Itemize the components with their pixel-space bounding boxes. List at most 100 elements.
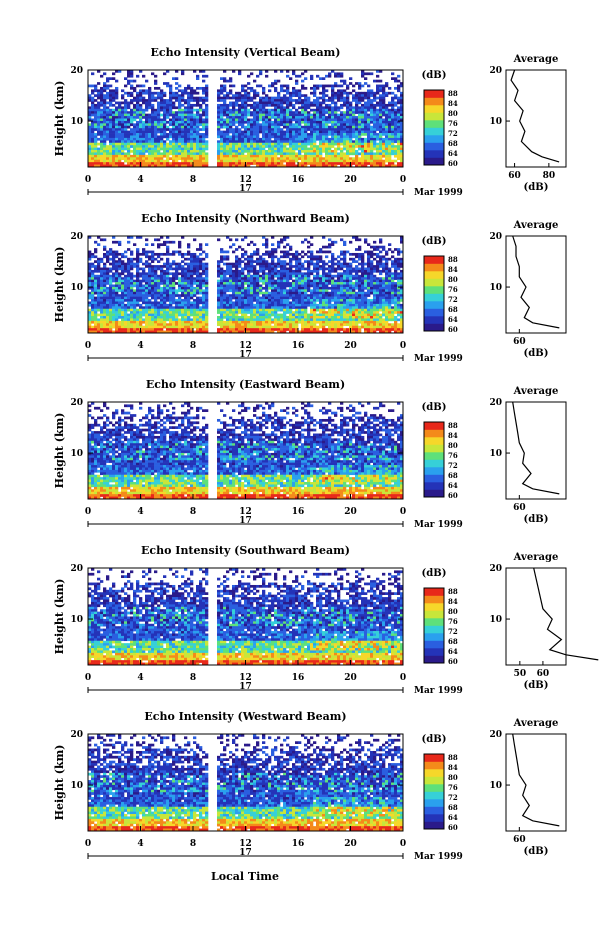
heatmap-cell: [178, 301, 182, 305]
heatmap-cell: [292, 123, 296, 127]
heatmap-cell: [400, 123, 404, 127]
heatmap-cell: [358, 140, 362, 144]
heatmap-cell: [142, 250, 146, 254]
heatmap-cell: [388, 118, 392, 122]
heatmap-cell: [289, 154, 293, 158]
heatmap-cell: [388, 101, 392, 105]
heatmap-cell: [124, 147, 128, 151]
heatmap-cell: [115, 152, 119, 156]
heatmap-cell: [253, 282, 257, 285]
heatmap-cell: [202, 313, 206, 317]
heatmap-cell: [238, 106, 242, 110]
heatmap-cell: [259, 274, 263, 278]
heatmap-cell: [253, 308, 257, 312]
average-x-tick-label: 60: [508, 171, 521, 181]
heatmap-cell: [148, 303, 152, 307]
heatmap-cell: [271, 123, 275, 127]
heatmap-cell: [133, 157, 137, 161]
heatmap-cell: [337, 74, 341, 78]
colorbar-tick-label: 68: [448, 139, 458, 148]
heatmap-cell: [196, 96, 200, 100]
heatmap-cell: [136, 255, 140, 259]
heatmap-cell: [178, 164, 182, 168]
heatmap-cell: [115, 252, 119, 256]
heatmap-cell: [190, 330, 194, 334]
heatmap-cell: [307, 162, 311, 165]
heatmap-cell: [112, 116, 116, 119]
heatmap-cell: [91, 294, 95, 297]
heatmap-cell: [268, 118, 272, 122]
heatmap-cell: [277, 150, 281, 153]
heatmap-cell: [265, 262, 269, 266]
heatmap-cell: [118, 70, 122, 73]
heatmap-cell: [241, 86, 245, 90]
heatmap-cell: [157, 91, 161, 95]
heatmap-cell: [250, 316, 254, 319]
heatmap-cell: [145, 274, 149, 278]
heatmap-cell: [97, 257, 101, 261]
heatmap-cell: [259, 330, 263, 334]
heatmap-cell: [193, 135, 197, 139]
heatmap-cell: [382, 145, 386, 148]
heatmap-cell: [316, 125, 320, 129]
heatmap-cell: [139, 325, 143, 329]
heatmap-cell: [112, 311, 116, 314]
heatmap-cell: [124, 318, 128, 322]
heatmap-cell: [157, 328, 161, 331]
heatmap-cell: [322, 125, 326, 129]
heatmap-cell: [226, 269, 230, 273]
heatmap-cell: [130, 91, 134, 95]
heatmap-cell: [364, 116, 368, 119]
heatmap-cell: [268, 320, 272, 324]
heatmap-cell: [196, 255, 200, 259]
heatmap-cell: [187, 306, 191, 310]
heatmap-cell: [265, 94, 269, 97]
heatmap-cell: [103, 267, 107, 271]
heatmap-cell: [220, 320, 224, 324]
heatmap-cell: [142, 313, 146, 317]
heatmap-cell: [244, 106, 248, 110]
heatmap-cell: [304, 128, 308, 131]
heatmap-cell: [256, 269, 260, 273]
heatmap-cell: [241, 152, 245, 156]
heatmap-cell: [220, 289, 224, 293]
heatmap-cell: [118, 157, 122, 161]
heatmap-cell: [133, 130, 137, 134]
heatmap-cell: [193, 318, 197, 322]
heatmap-cell: [166, 265, 170, 268]
heatmap-cell: [250, 320, 254, 324]
heatmap-cell: [217, 289, 221, 293]
heatmap-cell: [364, 118, 368, 122]
heatmap-cell: [367, 108, 371, 112]
heatmap-cell: [142, 89, 146, 93]
heatmap-cell: [103, 118, 107, 122]
heatmap-cell: [364, 125, 368, 129]
heatmap-cell: [280, 123, 284, 127]
heatmap-cell: [136, 137, 140, 141]
heatmap-cell: [310, 152, 314, 156]
heatmap-cell: [124, 157, 128, 161]
heatmap-cell: [175, 164, 179, 168]
heatmap-cell: [121, 154, 125, 158]
heatmap-cell: [172, 320, 176, 324]
heatmap-cell: [343, 99, 347, 102]
heatmap-cell: [175, 113, 179, 117]
heatmap-cell: [253, 318, 257, 322]
heatmap-cell: [259, 311, 263, 314]
heatmap-cell: [172, 103, 176, 107]
colorbar-segment: [424, 142, 444, 151]
heatmap-cell: [247, 96, 251, 100]
heatmap-cell: [322, 157, 326, 161]
heatmap-cell: [154, 272, 158, 276]
heatmap-cell: [391, 108, 395, 112]
heatmap-cell: [313, 120, 317, 124]
heatmap-cell: [199, 145, 203, 148]
heatmap-cell: [310, 145, 314, 148]
heatmap-cell: [100, 130, 104, 134]
heatmap-cell: [160, 164, 164, 168]
heatmap-cell: [265, 142, 269, 146]
heatmap-cell: [331, 96, 335, 100]
heatmap-cell: [109, 267, 113, 271]
heatmap-cell: [220, 330, 224, 334]
heatmap-cell: [241, 286, 245, 290]
